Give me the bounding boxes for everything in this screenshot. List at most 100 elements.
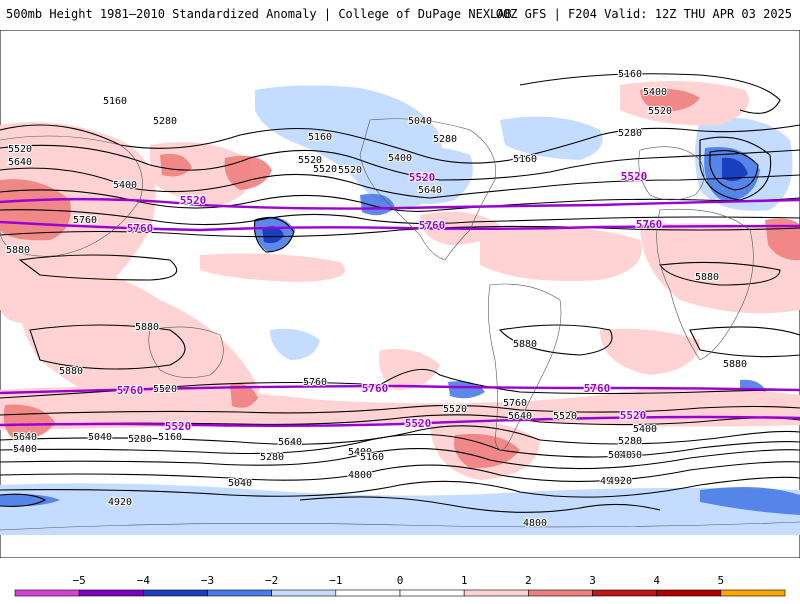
colorbar-tick-1: −4 xyxy=(137,574,151,587)
contour-5880-north-africa xyxy=(659,261,781,286)
africa-outline xyxy=(656,208,754,361)
colorbar-segment-8 xyxy=(528,589,593,597)
anomaly-neg1-tasman xyxy=(270,328,320,360)
anomaly-pos1-west-pacific xyxy=(17,260,260,426)
contour-label-23: 5880 xyxy=(695,272,719,283)
colorbar-tick-10: 5 xyxy=(718,574,725,587)
contour-5520-south xyxy=(0,414,800,426)
contour-label-21: 5880 xyxy=(59,366,83,377)
contour-label-30: 5280 xyxy=(128,434,152,445)
contour-label-25: 5760 xyxy=(303,377,327,388)
contour-5280-south xyxy=(0,433,800,458)
height-contours xyxy=(0,73,800,513)
anomaly-neg1-north-america xyxy=(380,146,473,204)
contour-label-14: 5280 xyxy=(618,128,642,139)
contour-5040-south xyxy=(0,461,800,482)
contour-label-48: 4920 xyxy=(608,476,632,487)
anomaly-neg2-north-atlantic xyxy=(360,193,395,216)
map-title: 500mb Height 1981–2010 Standardized Anom… xyxy=(6,7,512,21)
contour-label-36: 4920 xyxy=(108,497,132,508)
colorbar-segment-7 xyxy=(463,589,529,597)
anomaly-pos2-south-atlantic xyxy=(454,434,520,469)
contour-5280-europe-low xyxy=(699,136,772,201)
contour-label-4: 5400 xyxy=(113,180,137,191)
contour-5640-north xyxy=(0,209,800,226)
anomaly-neg2-south-atlantic xyxy=(448,381,485,399)
highlight-label-3: 5760 xyxy=(419,219,446,232)
contour-label-20: 5880 xyxy=(135,322,159,333)
colorbar-tick-6: 1 xyxy=(461,574,468,587)
anomaly-neg3-europe-core xyxy=(722,157,748,182)
anomaly-pos2-north-pacific xyxy=(224,155,272,190)
contour-label-49: 4800 xyxy=(523,518,547,529)
contour-label-42: 5640 xyxy=(508,411,532,422)
colorbar-segment-5 xyxy=(335,589,401,597)
colorbar-tick-3: −2 xyxy=(265,574,278,587)
contour-label-34: 5400 xyxy=(348,447,372,458)
contour-5880-south-africa xyxy=(689,326,800,358)
anomaly-neg1-southern-ocean xyxy=(0,483,800,535)
australia-outline xyxy=(148,326,224,378)
contour-labels: 5160528055205640540051605520504052805400… xyxy=(5,68,748,530)
colorbar-segment-10 xyxy=(656,589,722,597)
contour-label-11: 5160 xyxy=(513,154,537,165)
coastlines xyxy=(0,118,800,531)
valid-time: 00Z GFS | F204 Valid: 12Z THU APR 03 202… xyxy=(495,7,792,21)
purple-5520-south xyxy=(0,415,800,427)
asia-outline xyxy=(0,135,143,257)
negative-anomaly-layer xyxy=(0,85,800,535)
highlight-label-0: 5520 xyxy=(180,194,207,207)
contour-5640-south xyxy=(0,404,800,416)
highlight-label-2: 5520 xyxy=(409,171,436,184)
colorbar-tick-7: 2 xyxy=(525,574,532,587)
contour-label-43: 5520 xyxy=(553,411,577,422)
anomaly-pos2-australia xyxy=(230,383,258,408)
contour-5160-arctic xyxy=(519,73,781,114)
south-america-outline xyxy=(488,283,562,451)
colorbar-segment-11 xyxy=(720,589,786,597)
colorbar-tick-5: 0 xyxy=(397,574,404,587)
colorbar-tick-9: 4 xyxy=(653,574,660,587)
highlight-label-10: 5520 xyxy=(405,417,432,430)
highlight-labels: 5520 5760 5520 5760 5520 5760 5760 5760 5760 5520… xyxy=(116,169,664,434)
colorbar-tick-2: −3 xyxy=(201,574,214,587)
contour-5880-west-pacific xyxy=(29,324,186,370)
anomaly-neg1-greenland xyxy=(500,116,603,160)
anomaly-pos1-south-indian xyxy=(600,328,700,375)
contour-label-32: 5640 xyxy=(278,437,302,448)
map-panel: 5160 5280 5520 5640 5400 5160 5520 5040 5280 5400… xyxy=(0,29,800,559)
anomaly-neg2-antarctic-east xyxy=(700,486,800,515)
contour-label-28: 5400 xyxy=(13,444,37,455)
purple-5760-north xyxy=(0,220,800,232)
contour-5880-south-america xyxy=(498,324,613,356)
contour-label-40: 5520 xyxy=(443,404,467,415)
contour-label-29: 5040 xyxy=(88,432,112,443)
antarctica-outline xyxy=(0,521,800,531)
colorbar-segment-0 xyxy=(14,589,80,597)
contour-label-26: 5520 xyxy=(153,384,177,395)
anomaly-neg2-antarctic-west xyxy=(0,494,60,507)
colorbar: −5 −4 −3 −2 −1 0 1 2 3 4 5 xyxy=(14,574,786,597)
contour-label-37: 4920 xyxy=(600,476,624,487)
contour-5400-north xyxy=(0,167,800,199)
contour-label-17: 5520 xyxy=(338,165,362,176)
colorbar-segment-6 xyxy=(399,589,465,597)
anomaly-pos1-atlantic xyxy=(480,226,642,281)
purple-5520-north xyxy=(0,197,800,210)
contour-4800-south xyxy=(299,496,661,513)
contour-label-0: 5160 xyxy=(103,96,127,107)
contour-label-31: 5160 xyxy=(158,432,182,443)
colorbar-segment-3 xyxy=(207,589,272,597)
colorbar-legend: −5 −4 −3 −2 −1 0 1 2 3 4 5 xyxy=(0,570,800,600)
contour-5280-north xyxy=(0,144,800,181)
highlight-label-8: 5760 xyxy=(584,382,611,395)
contour-label-45: 5280 xyxy=(618,436,642,447)
anomaly-pos2-north-pacific-west xyxy=(160,153,192,177)
highlight-label-1: 5760 xyxy=(127,222,154,235)
colorbar-tick-4: −1 xyxy=(329,574,342,587)
contour-label-8: 5280 xyxy=(433,134,457,145)
colorbar-segment-9 xyxy=(592,589,657,597)
contour-label-38: 5160 xyxy=(360,452,384,463)
contour-label-24: 5880 xyxy=(723,359,747,370)
contour-4920-antarctic-west xyxy=(0,493,47,507)
